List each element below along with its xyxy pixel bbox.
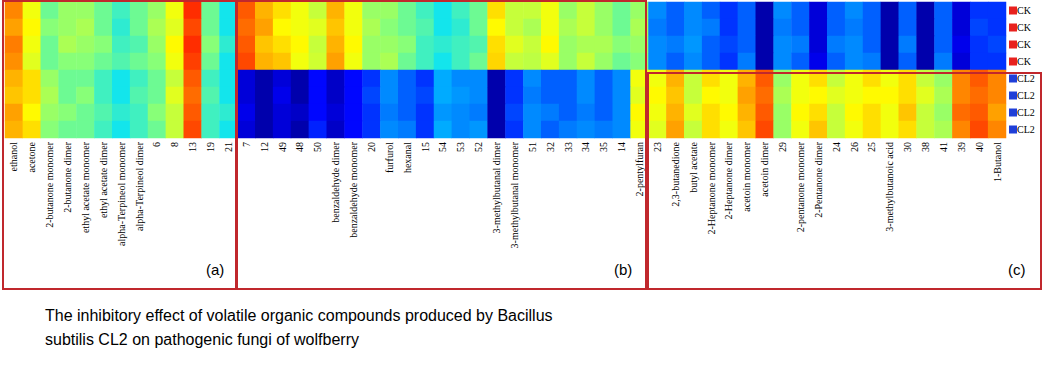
svg-text:33: 33 — [563, 142, 574, 152]
svg-text:39: 39 — [956, 142, 967, 152]
svg-text:12: 12 — [259, 142, 270, 152]
svg-text:15: 15 — [420, 142, 431, 152]
svg-text:acetoin dimer: acetoin dimer — [759, 141, 770, 196]
svg-text:ethyl acetate monomer: ethyl acetate monomer — [80, 141, 91, 233]
svg-text:benzaldehyde dimer: benzaldehyde dimer — [330, 141, 341, 222]
svg-text:50: 50 — [312, 142, 323, 152]
svg-text:alpha-Terpineol monomer: alpha-Terpineol monomer — [116, 141, 127, 246]
svg-text:7: 7 — [241, 142, 252, 147]
svg-text:24: 24 — [831, 142, 842, 152]
svg-text:40: 40 — [974, 142, 985, 152]
svg-text:CK: CK — [1017, 5, 1032, 16]
svg-text:2-pentanone monomer: 2-pentanone monomer — [795, 141, 806, 232]
svg-text:48: 48 — [294, 142, 305, 152]
svg-text:49: 49 — [277, 142, 288, 152]
svg-text:25: 25 — [866, 142, 877, 152]
svg-text:(a): (a) — [206, 261, 224, 278]
svg-text:34: 34 — [580, 142, 591, 152]
svg-text:2,3-butanedione: 2,3-butanedione — [670, 141, 681, 206]
svg-text:CK: CK — [1017, 39, 1032, 50]
svg-text:hexanal: hexanal — [402, 142, 413, 173]
svg-text:26: 26 — [849, 142, 860, 152]
svg-text:32: 32 — [545, 142, 556, 152]
svg-text:13: 13 — [187, 142, 198, 152]
svg-text:20: 20 — [366, 142, 377, 152]
svg-text:29: 29 — [777, 142, 788, 152]
svg-text:CL2: CL2 — [1017, 90, 1035, 101]
svg-text:CL2: CL2 — [1017, 73, 1035, 84]
svg-text:21: 21 — [223, 142, 234, 152]
svg-text:CK: CK — [1017, 22, 1032, 33]
svg-text:1-Butanol: 1-Butanol — [992, 142, 1003, 182]
svg-text:2-butanone dimer: 2-butanone dimer — [62, 141, 73, 212]
svg-text:19: 19 — [205, 142, 216, 152]
svg-text:(c): (c) — [1008, 261, 1026, 278]
svg-text:30: 30 — [902, 142, 913, 152]
svg-text:ethyl acetate dimer: ethyl acetate dimer — [98, 141, 109, 218]
svg-text:ethanol: ethanol — [8, 142, 19, 172]
svg-text:41: 41 — [938, 142, 949, 152]
svg-text:alpha-Terpineol dimer: alpha-Terpineol dimer — [134, 141, 145, 231]
svg-text:acetone: acetone — [26, 141, 37, 172]
svg-text:acetoin monomer: acetoin monomer — [741, 141, 752, 211]
svg-text:2-Pentanone dimer: 2-Pentanone dimer — [813, 141, 824, 217]
svg-text:furfurol: furfurol — [384, 142, 395, 173]
svg-text:CK: CK — [1017, 56, 1032, 67]
svg-text:2-Heptanone dimer: 2-Heptanone dimer — [723, 141, 734, 219]
svg-text:CL2: CL2 — [1017, 107, 1035, 118]
svg-text:benzaldehyde monomer: benzaldehyde monomer — [348, 141, 359, 237]
svg-text:CL2: CL2 — [1017, 124, 1035, 135]
svg-text:subtilis CL2 on pathogenic fun: subtilis CL2 on pathogenic fungi of wolf… — [45, 331, 359, 348]
svg-text:3-methylbutanoic acid: 3-methylbutanoic acid — [884, 142, 895, 232]
svg-text:2-Heptanone monomer: 2-Heptanone monomer — [706, 141, 717, 234]
svg-text:butyl acetate: butyl acetate — [688, 141, 699, 192]
svg-text:6: 6 — [151, 142, 162, 147]
svg-text:2-pentylfuran: 2-pentylfuran — [634, 142, 645, 196]
svg-text:51: 51 — [527, 142, 538, 152]
svg-text:The inhibitory effect of volat: The inhibitory effect of volatile organi… — [45, 307, 557, 324]
svg-text:3-methylbutanal dimer: 3-methylbutanal dimer — [491, 141, 502, 233]
svg-text:54: 54 — [437, 142, 448, 152]
svg-text:52: 52 — [473, 142, 484, 152]
svg-text:23: 23 — [652, 142, 663, 152]
svg-text:2-butanone monomer: 2-butanone monomer — [44, 141, 55, 227]
svg-text:8: 8 — [169, 142, 180, 147]
svg-text:35: 35 — [598, 142, 609, 152]
svg-text:38: 38 — [920, 142, 931, 152]
svg-text:14: 14 — [616, 142, 627, 152]
svg-text:3-methylbutanal monomer: 3-methylbutanal monomer — [509, 141, 520, 248]
svg-text:53: 53 — [455, 142, 466, 152]
svg-text:(b): (b) — [614, 261, 632, 278]
